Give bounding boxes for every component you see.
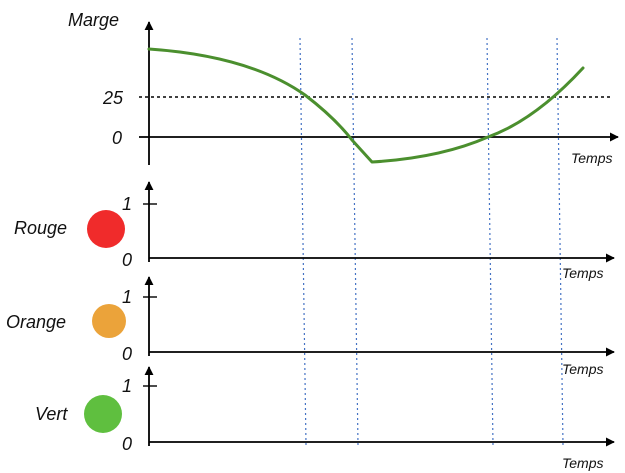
guide-line-1 xyxy=(299,37,307,446)
vert-tick-label-1: 1 xyxy=(122,376,132,396)
orange-tick-label-0: 0 xyxy=(122,344,132,364)
rouge-label: Rouge xyxy=(14,218,67,238)
tick-label-25: 25 xyxy=(102,88,124,108)
guide-line-3 xyxy=(486,37,494,446)
vert-panel: Vert 1 0 Temps xyxy=(35,366,615,471)
guide-line-2 xyxy=(351,37,359,446)
rouge-x-label: Temps xyxy=(562,265,604,281)
margin-y-label: Marge xyxy=(68,10,119,30)
margin-panel: Marge 25 0 Temps xyxy=(68,10,619,446)
margin-x-label: Temps xyxy=(571,150,613,166)
vert-tick-label-0: 0 xyxy=(122,434,132,454)
orange-panel: Orange 1 0 Temps xyxy=(6,276,615,377)
orange-tick-label-1: 1 xyxy=(122,287,132,307)
rouge-panel: Rouge 1 0 Temps xyxy=(14,181,615,281)
orange-light-icon xyxy=(92,304,126,338)
guide-lines xyxy=(299,37,564,446)
orange-label: Orange xyxy=(6,312,66,332)
tick-label-0: 0 xyxy=(112,128,122,148)
vert-x-label: Temps xyxy=(562,455,604,471)
margin-curve xyxy=(147,47,585,164)
orange-x-label: Temps xyxy=(562,361,604,377)
rouge-tick-label-0: 0 xyxy=(122,250,132,270)
vert-label: Vert xyxy=(35,404,68,424)
red-light-icon xyxy=(87,210,125,248)
rouge-tick-label-1: 1 xyxy=(122,194,132,214)
guide-line-4 xyxy=(556,37,564,446)
green-light-icon xyxy=(84,395,122,433)
